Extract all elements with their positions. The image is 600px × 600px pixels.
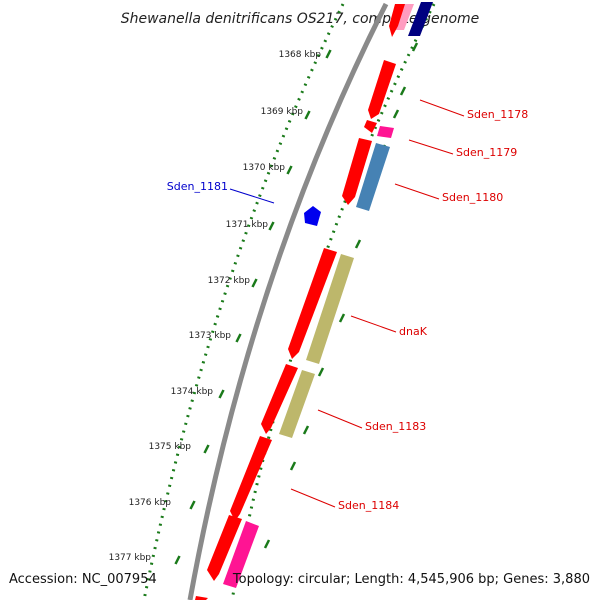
tick-label-1377: 1377 kbp (109, 553, 152, 563)
inner-tick-mark (302, 425, 310, 435)
leader-dnak (350, 315, 397, 333)
leader-sden-1180 (394, 183, 440, 200)
tick-label-1370: 1370 kbp (243, 163, 286, 173)
topology-text: Topology: circular; Length: 4,545,906 bp… (232, 572, 590, 587)
tick-mark-1373 (235, 333, 242, 343)
tick-label-1372: 1372 kbp (208, 276, 251, 286)
tick-mark-1376 (189, 500, 196, 510)
tick-label-1371: 1371 kbp (226, 220, 269, 230)
tick-label-1374: 1374 kbp (171, 387, 214, 397)
accession-text: Accession: NC_007954 (9, 572, 157, 587)
map-content: 1368 kbp 1369 kbp 1370 kbp 1371 kbp 1372… (109, 2, 528, 600)
tick-label-1369: 1369 kbp (261, 107, 304, 117)
gene-dnak (306, 254, 354, 364)
gene-small-red (364, 120, 377, 133)
gene-red-left-1180 (342, 138, 372, 205)
tick-mark-1377 (174, 555, 181, 565)
genome-backbone (187, 2, 389, 600)
inner-tick-mark (411, 42, 419, 52)
label-sden-1183: Sden_1183 (365, 420, 426, 433)
tick-mark-1371 (268, 221, 275, 231)
inner-tick-mark (338, 313, 346, 323)
gene-sden-1179 (377, 126, 394, 138)
gene-red-edge (195, 596, 208, 600)
tick-mark-1375 (203, 444, 210, 454)
tick-label-1368: 1368 kbp (279, 50, 322, 60)
gene-sden-1183 (279, 370, 315, 438)
tick-label-1376: 1376 kbp (129, 498, 172, 508)
inner-tick-mark (317, 367, 325, 377)
gene-red-1183 (261, 364, 298, 434)
tick-mark-1368 (325, 49, 332, 59)
label-dnak: dnaK (399, 325, 428, 338)
tick-mark-1372 (251, 278, 258, 288)
map-title: Shewanella denitrificans OS217, complete… (121, 11, 480, 27)
gene-sden-1180 (356, 143, 390, 211)
leader-sden-1183 (317, 409, 363, 429)
tick-label-1375: 1375 kbp (149, 442, 192, 452)
gene-sden-1178 (368, 60, 396, 119)
gene-pink-bottom (223, 521, 259, 588)
tick-mark-1369 (304, 110, 311, 120)
gene-red-1184 (230, 436, 272, 521)
inner-tick-mark (399, 86, 407, 96)
label-sden-1178: Sden_1178 (467, 108, 528, 121)
inner-tick-mark (289, 461, 297, 471)
leader-sden-1181 (229, 188, 275, 204)
gene-top-red (389, 4, 405, 37)
outer-tick-track (142, 3, 345, 600)
label-sden-1179: Sden_1179 (456, 146, 517, 159)
inner-tick-mark (392, 109, 400, 119)
label-sden-1181: Sden_1181 (167, 180, 228, 193)
inner-tick-mark (263, 539, 271, 549)
label-sden-1180: Sden_1180 (442, 191, 503, 204)
tick-mark-1374 (218, 389, 225, 399)
tick-label-1373: 1373 kbp (189, 331, 232, 341)
leader-sden-1184 (290, 488, 336, 508)
gene-top-navy (408, 2, 433, 36)
tick-mark-1370 (286, 165, 293, 175)
gene-sden-1181 (304, 206, 321, 226)
leader-sden-1179 (408, 139, 454, 155)
gene-red-bottom (207, 515, 242, 581)
gene-red-long-dnak (288, 248, 337, 359)
label-sden-1184: Sden_1184 (338, 499, 399, 512)
leader-sden-1178 (419, 99, 465, 117)
inner-tick-mark (354, 239, 362, 249)
